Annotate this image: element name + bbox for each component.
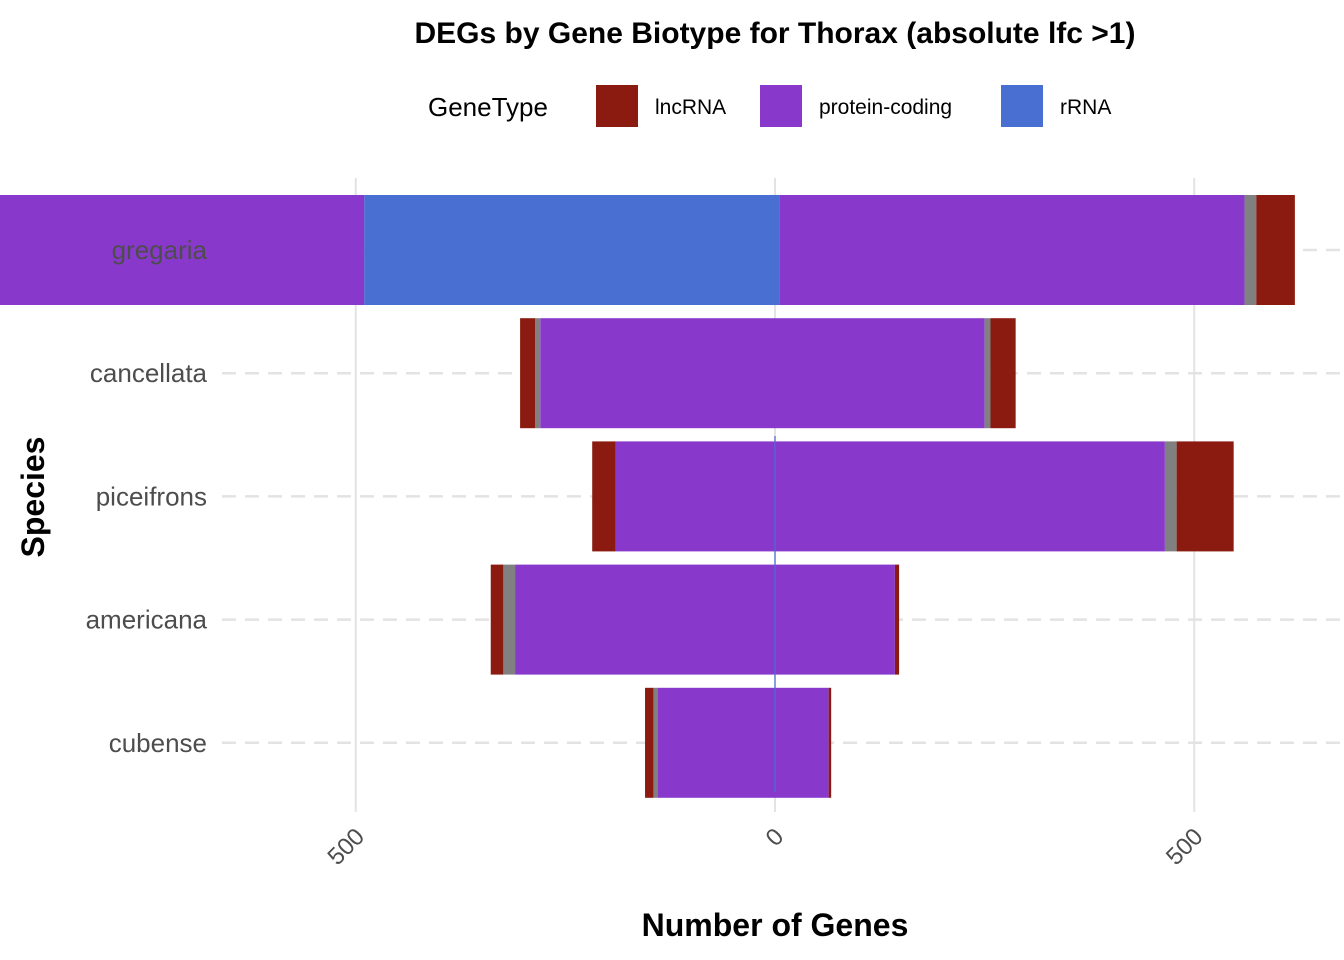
legend-title: GeneType — [428, 92, 548, 122]
x-axis-tick-labels: 100050005001000 — [323, 823, 1209, 870]
bar-cancellata-protein-coding-down — [540, 318, 775, 429]
y-tick-label: piceifrons — [96, 481, 207, 511]
x-tick-label: 0 — [761, 823, 790, 852]
bar-americana-other-down — [503, 564, 516, 675]
bar-cubense-protein-coding-down — [657, 687, 775, 798]
bar-cancellata-other-up — [984, 318, 991, 429]
y-tick-label: cubense — [109, 728, 207, 758]
bar-gregaria-lncrna-up — [1256, 195, 1295, 305]
bar-americana-lncrna-down — [490, 564, 504, 675]
x-tick-label: 500 — [323, 823, 370, 870]
bar-cubense-protein-coding-up — [775, 687, 829, 798]
y-axis-title: Species — [15, 437, 51, 558]
bar-cancellata-other-down — [535, 318, 541, 429]
legend-swatch-protein-coding — [760, 85, 802, 127]
bar-cubense-lncrna-down — [645, 687, 654, 798]
bar-gregaria-other-up — [1244, 195, 1257, 305]
x-tick-label: 500 — [1161, 823, 1208, 870]
legend-label-protein-coding: protein-coding — [819, 96, 952, 119]
bar-cancellata-lncrna-down — [520, 318, 536, 429]
chart-title: DEGs by Gene Biotype for Thorax (absolut… — [415, 17, 1136, 50]
legend: GeneType lncRNA protein-coding rRNA — [428, 85, 1111, 127]
bar-cubense-other-down — [653, 687, 658, 798]
bar-americana-protein-coding-up — [775, 564, 895, 675]
y-axis-tick-labels: gregaria cancellata piceifrons americana cub… — [86, 235, 208, 758]
bar-piceifrons-lncrna-up — [1176, 441, 1234, 552]
bar-cubense-lncrna-up — [828, 687, 832, 798]
bar-americana-lncrna-up — [894, 564, 900, 675]
bar-gregaria-protein-coding-up — [779, 195, 1245, 305]
bar-piceifrons-protein-coding-up — [775, 441, 1165, 552]
bar-gregaria-rrna-down — [364, 195, 775, 305]
y-tick-label: americana — [86, 605, 208, 635]
y-tick-label: gregaria — [112, 235, 208, 265]
bar-cancellata-protein-coding-up — [775, 318, 985, 429]
bar-gregaria-rrna-up — [775, 195, 780, 305]
y-tick-label: cancellata — [90, 358, 208, 388]
legend-label-rrna: rRNA — [1060, 96, 1111, 119]
bar-cancellata-lncrna-up — [990, 318, 1016, 429]
legend-swatch-lncrna — [596, 85, 638, 127]
x-axis-title: Number of Genes — [642, 907, 909, 943]
legend-label-lncrna: lncRNA — [655, 96, 726, 119]
legend-swatch-rrna — [1001, 85, 1043, 127]
bar-americana-protein-coding-down — [515, 564, 775, 675]
bar-piceifrons-other-up — [1164, 441, 1177, 552]
bar-piceifrons-lncrna-down — [592, 441, 616, 552]
bars — [0, 195, 1295, 798]
bar-gregaria-protein-coding-down — [0, 195, 365, 305]
bar-piceifrons-protein-coding-down — [615, 441, 775, 552]
